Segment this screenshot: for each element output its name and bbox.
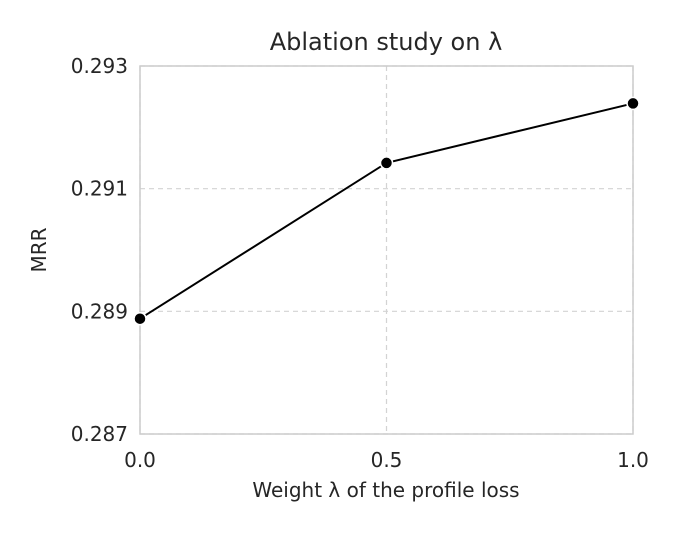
- x-tick-label: 0.0: [124, 448, 156, 472]
- x-axis-ticks: 0.0 0.5 1.0: [124, 448, 649, 472]
- y-tick-label: 0.289: [71, 299, 128, 323]
- y-tick-label: 0.293: [71, 54, 128, 78]
- y-axis-label: MRR: [27, 227, 51, 272]
- x-tick-label: 1.0: [617, 448, 649, 472]
- chart-title: Ablation study on λ: [270, 28, 503, 56]
- data-point: [626, 96, 640, 111]
- series-group: [133, 96, 640, 326]
- x-axis-label: Weight λ of the profile loss: [252, 478, 519, 502]
- data-point: [379, 156, 394, 170]
- y-tick-label: 0.287: [71, 422, 128, 446]
- y-axis-ticks: 0.287 0.289 0.291 0.293: [71, 54, 128, 446]
- y-tick-label: 0.291: [71, 177, 128, 201]
- x-tick-label: 0.5: [371, 448, 403, 472]
- data-point: [133, 311, 147, 326]
- plot-frame: [139, 65, 634, 435]
